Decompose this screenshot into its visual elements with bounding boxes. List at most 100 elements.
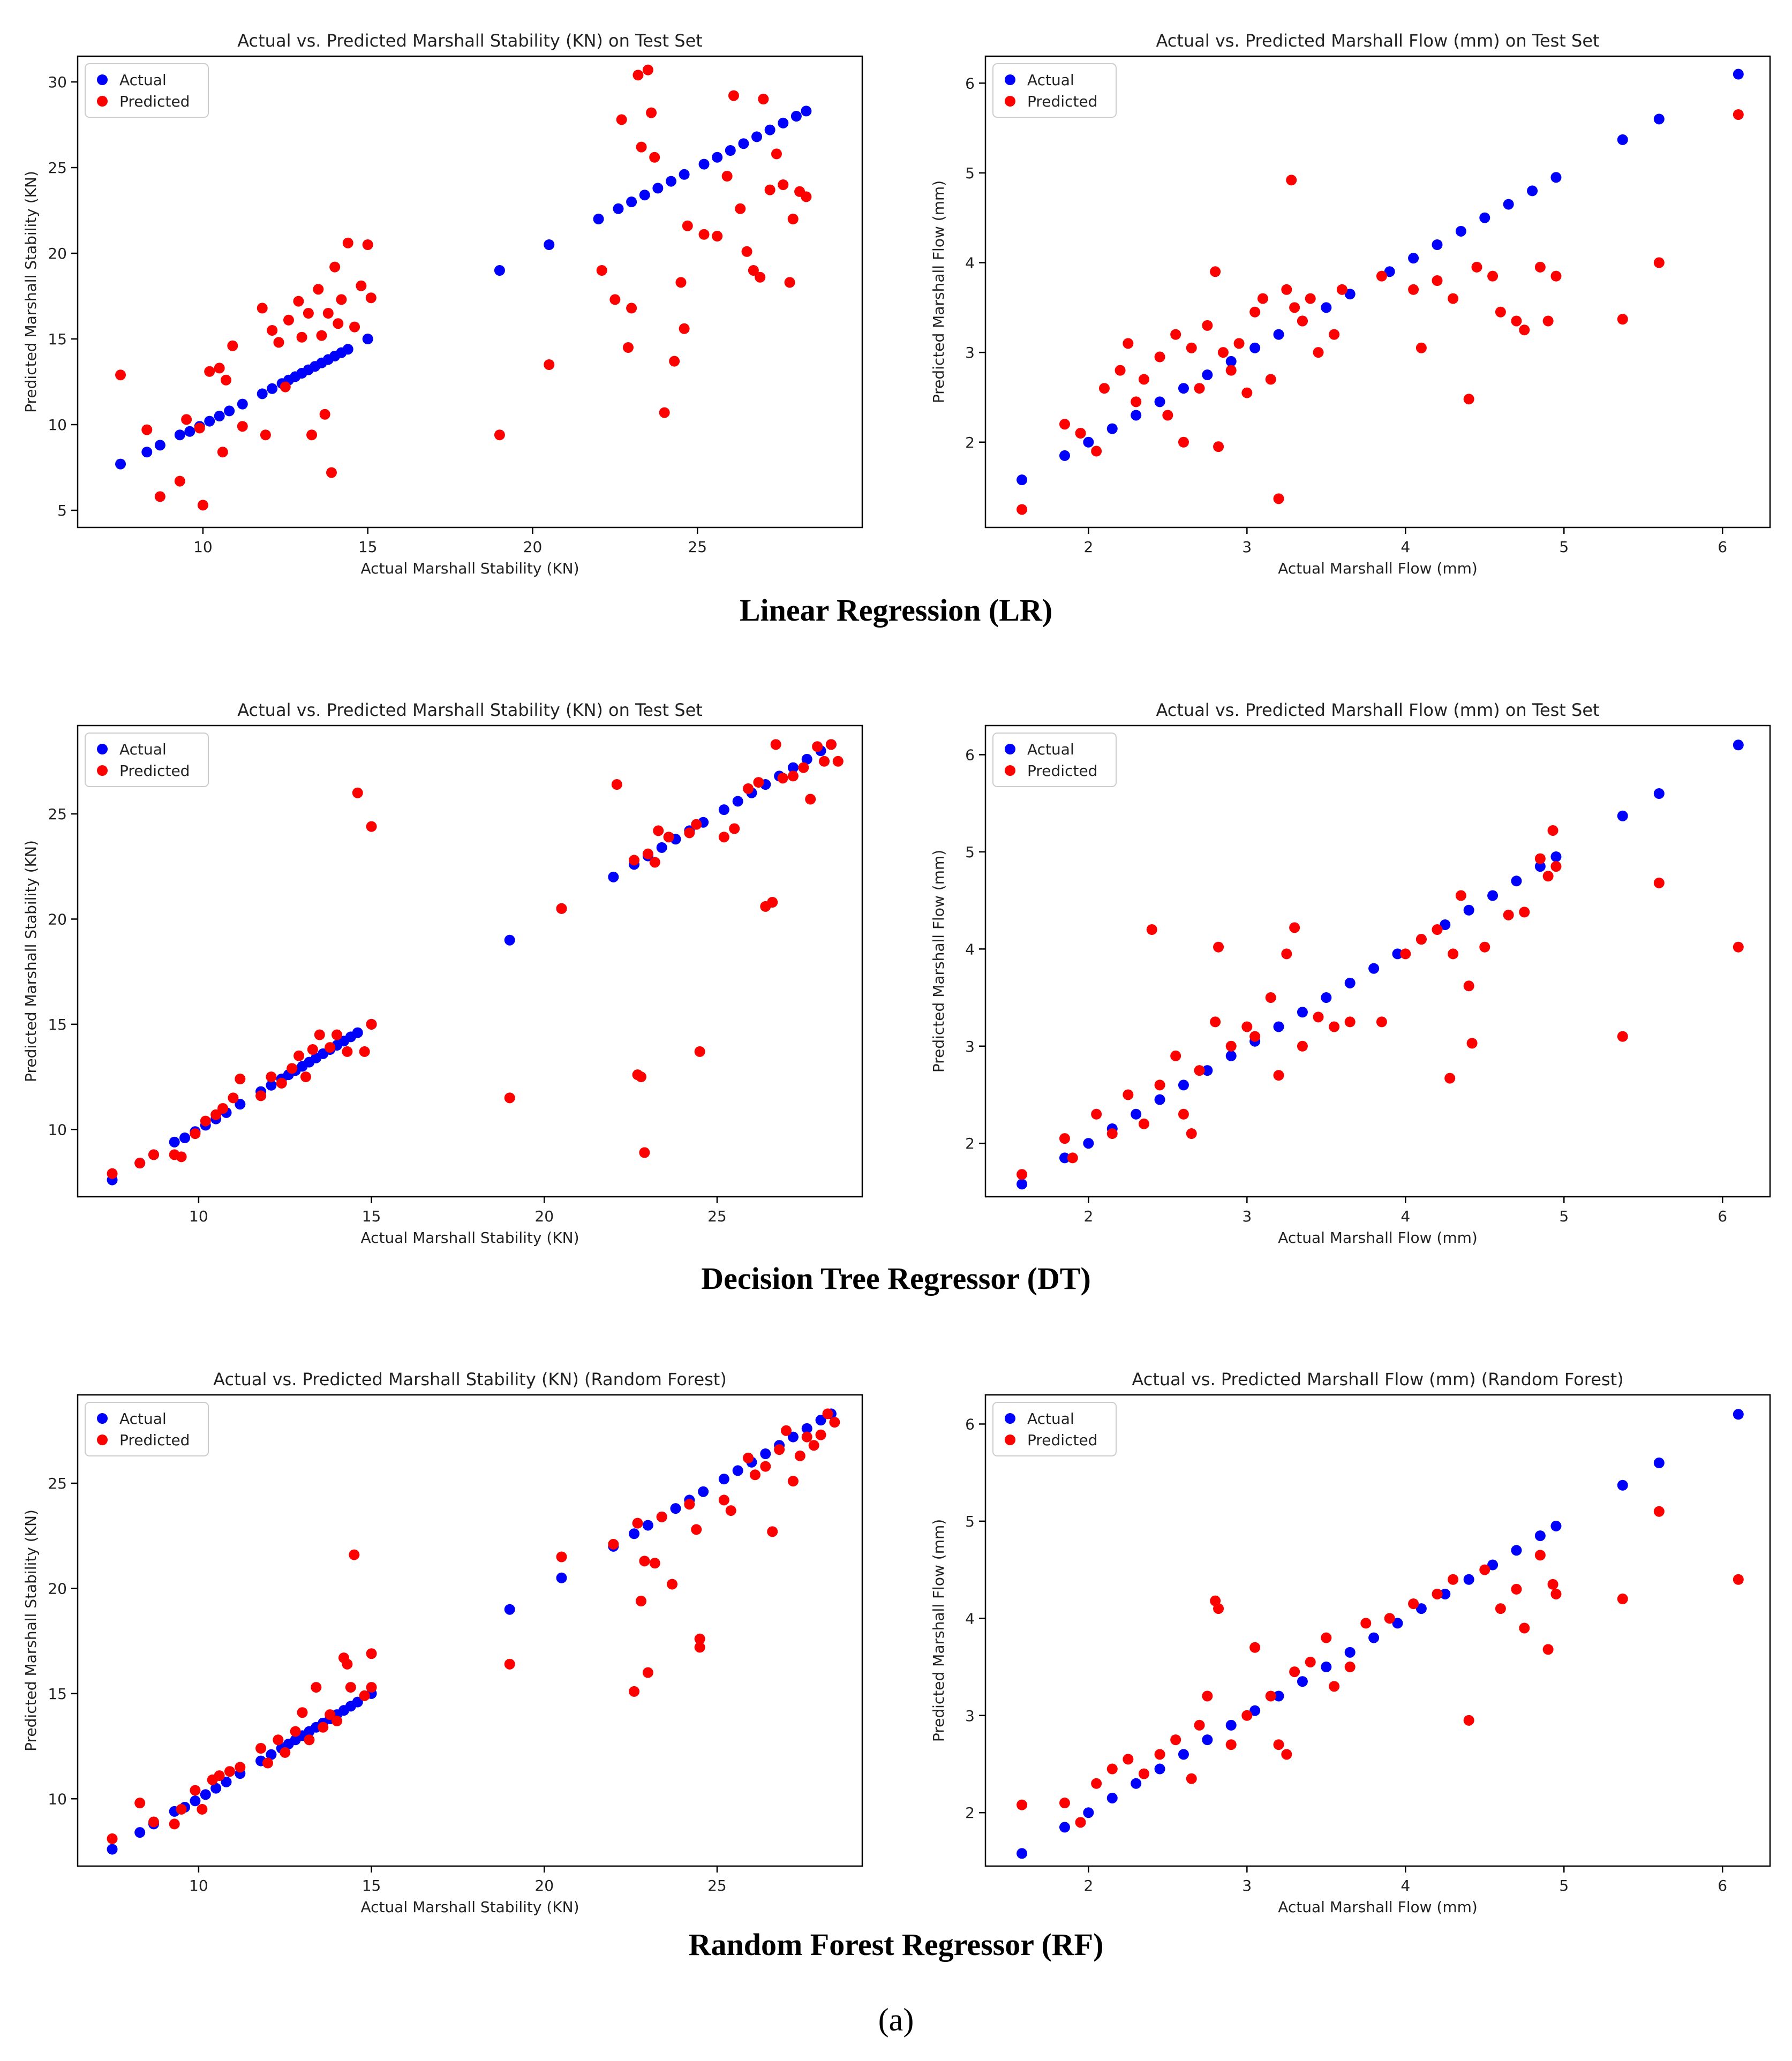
- legend-marker-predicted: [1005, 96, 1015, 107]
- point-predicted: [1249, 1642, 1261, 1653]
- point-actual: [670, 1503, 681, 1514]
- point-predicted: [1329, 1021, 1340, 1032]
- point-predicted: [608, 1538, 619, 1550]
- point-predicted: [1138, 374, 1149, 385]
- point-predicted: [214, 363, 225, 374]
- point-actual: [1344, 977, 1356, 988]
- point-actual: [214, 411, 225, 421]
- point-predicted: [770, 739, 781, 750]
- point-predicted: [1273, 493, 1284, 504]
- point-predicted: [684, 827, 695, 839]
- point-predicted: [771, 148, 782, 160]
- point-actual: [1321, 302, 1332, 313]
- point-actual: [154, 440, 165, 451]
- point-predicted: [333, 318, 344, 329]
- point-actual: [642, 1520, 653, 1531]
- point-actual: [1083, 436, 1094, 448]
- point-predicted: [626, 303, 637, 314]
- point-predicted: [1091, 1778, 1102, 1789]
- point-actual: [1178, 1079, 1189, 1091]
- point-predicted: [174, 475, 185, 487]
- point-actual: [1487, 1559, 1499, 1571]
- point-predicted: [1329, 1681, 1340, 1692]
- point-predicted: [1384, 1613, 1395, 1624]
- legend-label-actual: Actual: [119, 1410, 167, 1428]
- point-actual: [1178, 1749, 1189, 1760]
- x-tick-label: 4: [1401, 1207, 1410, 1225]
- point-actual: [504, 934, 515, 946]
- x-tick-label: 5: [1559, 1877, 1569, 1894]
- point-actual: [732, 796, 743, 807]
- chart-title: Actual vs. Predicted Marshall Flow (mm) …: [1156, 31, 1599, 51]
- y-tick-label: 10: [48, 416, 67, 434]
- point-predicted: [758, 94, 769, 104]
- point-predicted: [653, 825, 664, 836]
- point-predicted: [1225, 365, 1237, 376]
- point-predicted: [748, 265, 759, 276]
- point-predicted: [1542, 1644, 1554, 1655]
- x-tick-label: 3: [1242, 1877, 1252, 1894]
- y-tick-label: 4: [965, 940, 975, 958]
- x-tick-label: 3: [1242, 1207, 1252, 1225]
- point-predicted: [787, 771, 799, 782]
- y-axis-label: Predicted Marshall Flow (mm): [930, 850, 947, 1073]
- point-predicted: [718, 832, 729, 843]
- point-predicted: [366, 1018, 377, 1030]
- point-predicted: [217, 1103, 229, 1114]
- legend: Actual Predicted: [992, 63, 1117, 118]
- point-predicted: [801, 191, 812, 202]
- y-tick-label: 5: [57, 502, 67, 519]
- point-predicted: [1146, 924, 1157, 935]
- point-actual: [1225, 1050, 1237, 1061]
- point-actual: [1083, 1807, 1094, 1818]
- chart-title: Actual vs. Predicted Marshall Flow (mm) …: [1132, 1369, 1623, 1390]
- point-actual: [1432, 239, 1443, 250]
- point-predicted: [805, 794, 816, 805]
- point-predicted: [743, 1452, 754, 1463]
- series-actual: [1017, 69, 1744, 486]
- point-predicted: [1194, 1065, 1205, 1076]
- plot-frame: [77, 1394, 863, 1867]
- point-predicted: [1213, 941, 1224, 953]
- legend: Actual Predicted: [85, 733, 209, 787]
- point-predicted: [227, 340, 238, 351]
- point-predicted: [1186, 1128, 1197, 1139]
- point-actual: [1653, 1458, 1665, 1469]
- point-actual: [1154, 396, 1165, 407]
- point-actual: [1534, 861, 1546, 872]
- point-predicted: [1534, 853, 1546, 864]
- point-predicted: [148, 1149, 159, 1160]
- point-actual: [1273, 1021, 1284, 1032]
- y-tick-label: 25: [48, 805, 67, 823]
- point-predicted: [1466, 1038, 1478, 1049]
- point-predicted: [1313, 1011, 1324, 1023]
- point-actual: [732, 1465, 743, 1476]
- point-actual: [1617, 1479, 1628, 1491]
- legend: Actual Predicted: [992, 1402, 1117, 1456]
- point-actual: [1455, 225, 1466, 237]
- point-predicted: [798, 762, 809, 773]
- legend-marker-predicted: [97, 765, 108, 776]
- series-predicted: [1017, 825, 1744, 1180]
- y-tick-label: 15: [48, 1685, 67, 1703]
- point-actual: [210, 1783, 222, 1794]
- point-predicted: [1170, 1734, 1181, 1746]
- point-predicted: [1059, 1133, 1070, 1144]
- point-predicted: [1329, 329, 1340, 340]
- point-predicted: [1017, 1799, 1028, 1810]
- point-predicted: [1305, 1656, 1316, 1667]
- point-actual: [1392, 1618, 1403, 1629]
- point-actual: [1083, 1138, 1094, 1149]
- point-predicted: [691, 1524, 702, 1535]
- point-predicted: [1075, 1817, 1086, 1828]
- point-predicted: [767, 897, 778, 908]
- point-actual: [1059, 450, 1070, 461]
- point-predicted: [1241, 1710, 1253, 1721]
- point-actual: [1408, 253, 1419, 264]
- point-predicted: [1415, 934, 1427, 945]
- y-tick-label: 10: [48, 1790, 67, 1808]
- x-axis-label: Actual Marshall Stability (KN): [360, 1898, 579, 1916]
- legend: Actual Predicted: [85, 1402, 209, 1456]
- point-predicted: [362, 239, 373, 250]
- point-predicted: [1463, 980, 1474, 992]
